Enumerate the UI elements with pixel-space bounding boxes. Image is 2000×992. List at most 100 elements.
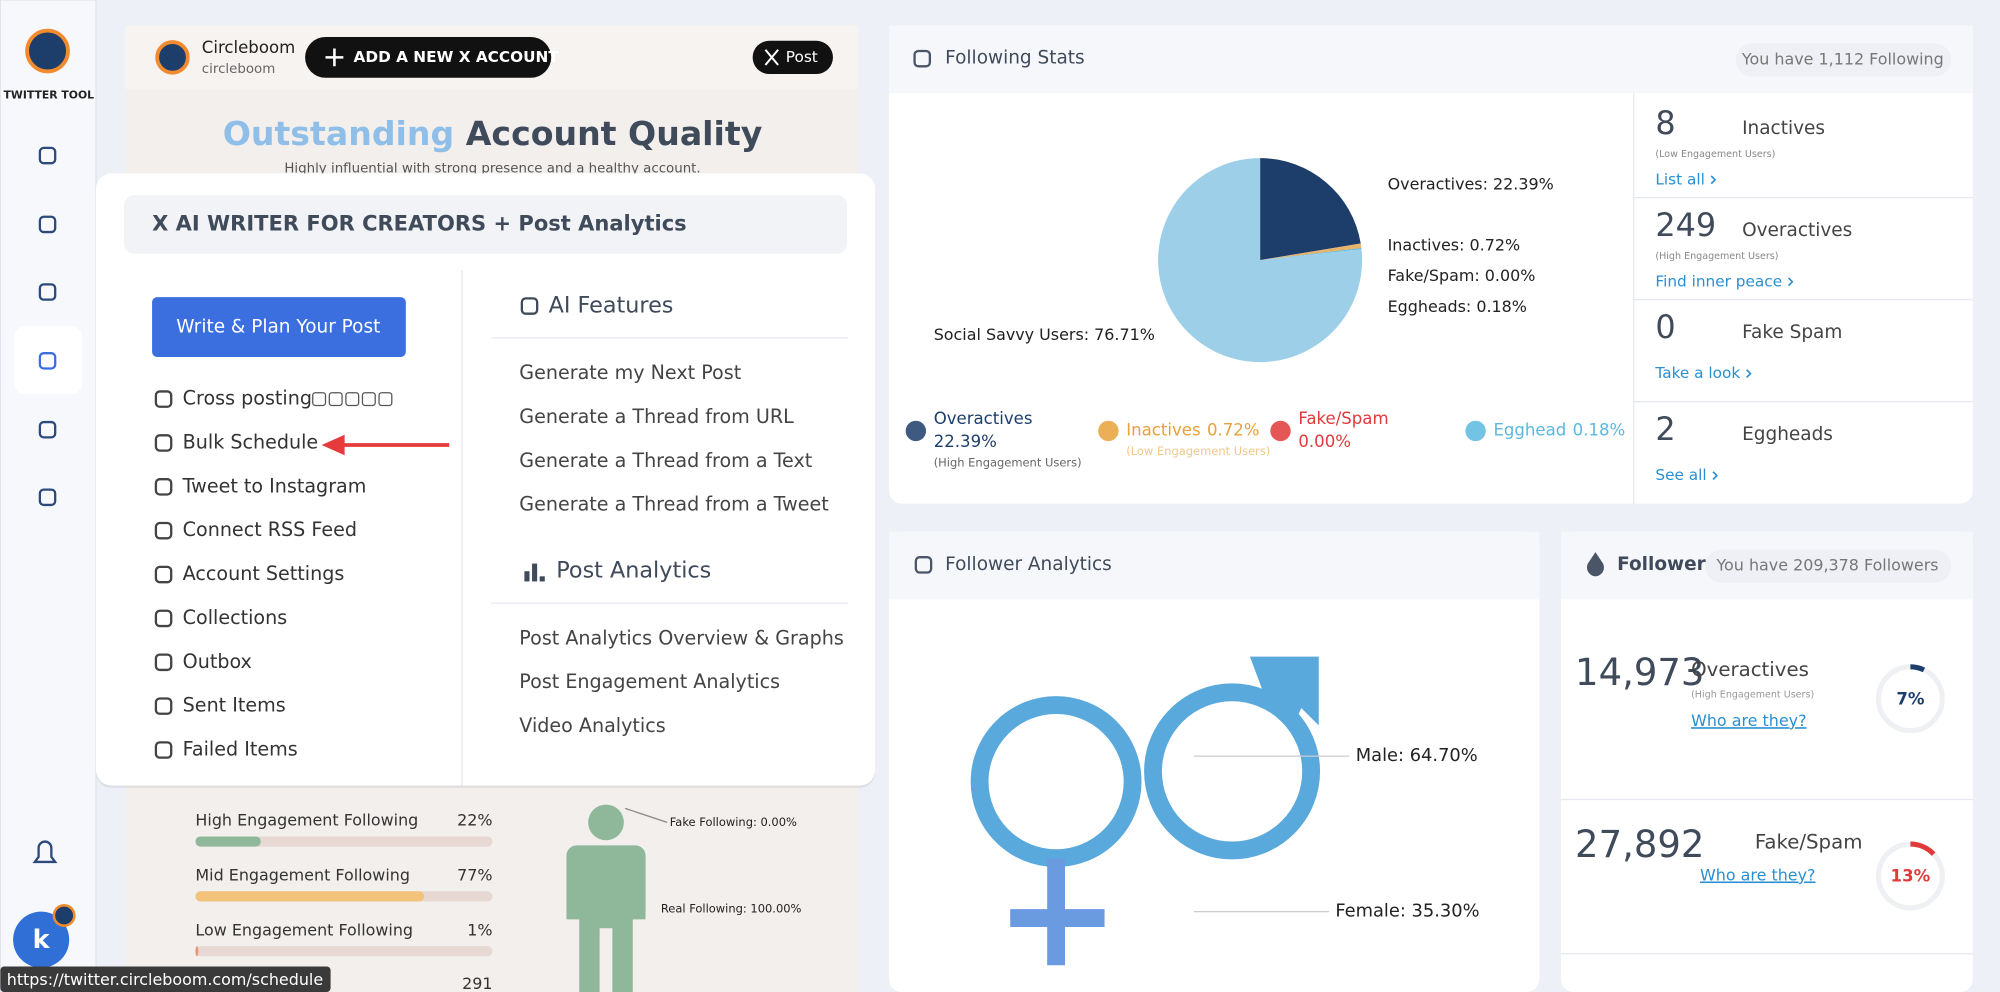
avatar[interactable]: [13, 911, 70, 968]
platform-icon: [378, 392, 393, 407]
legend-name: Inactives: [1126, 420, 1200, 439]
male-label: Male: 64.70%: [1356, 745, 1478, 766]
engagement-label: Mid Engagement Following: [195, 865, 410, 884]
engagement-value: 22%: [457, 811, 492, 830]
icon: [154, 741, 173, 759]
legend-icon: [1270, 420, 1291, 442]
pie-label: Eggheads: 0.18%: [1388, 297, 1527, 316]
engagement-value: 77%: [457, 865, 492, 884]
plus-icon: [325, 48, 344, 67]
male-ring: [1144, 683, 1321, 860]
quality-subtitle: Highly influential with strong presence …: [284, 161, 700, 176]
legend-name: Egghead: [1493, 420, 1566, 439]
leader: [624, 807, 668, 824]
panel-title: Following Stats: [945, 48, 1085, 69]
chevron: [1712, 471, 1719, 481]
card-count: 27,892: [1575, 823, 1704, 866]
menu-item[interactable]: Generate a Thread from a Tweet: [519, 493, 829, 516]
card-link[interactable]: Who are they?: [1691, 711, 1806, 730]
legend-icon: [905, 420, 927, 442]
icon: [154, 521, 173, 540]
card-name: Eggheads: [1742, 424, 1833, 445]
card-link[interactable]: See all: [1655, 466, 1706, 484]
icon: [38, 488, 57, 507]
pie-label: Social Savvy Users: 76.71%: [934, 325, 1155, 344]
card-count: 14,973: [1575, 651, 1704, 694]
profile-logo: [155, 40, 190, 75]
legend-value: 22.39%: [934, 432, 997, 451]
menu-item[interactable]: Tweet to Instagram: [182, 474, 367, 497]
menu-item[interactable]: Generate my Next Post: [519, 361, 741, 384]
chevron: [1787, 277, 1794, 287]
pie-label: Fake/Spam: 0.00%: [1388, 266, 1536, 285]
follower-stats-panel: [1561, 531, 1973, 992]
quality-title: Account Quality: [454, 114, 762, 153]
female-label: Female: 35.30%: [1335, 901, 1479, 922]
legend-note: (High Engagement Users): [934, 455, 1082, 469]
quality-highlight: Outstanding: [223, 114, 455, 153]
chevron: [1710, 175, 1717, 185]
icon: [154, 609, 173, 628]
engagement-label: High Engagement Following: [195, 811, 418, 830]
pie-slice: [1260, 158, 1361, 261]
fa-header: [889, 531, 1540, 600]
add-account-button: [305, 36, 552, 78]
menu-item[interactable]: Account Settings: [183, 562, 345, 585]
menu-item[interactable]: Video Analytics: [519, 714, 665, 737]
following-panel: [889, 25, 1973, 504]
engagement-value: 1%: [467, 920, 492, 939]
post-label[interactable]: Post: [786, 48, 818, 66]
x-icon: [764, 49, 779, 66]
icon: [914, 556, 933, 574]
card-name: Overactives: [1742, 220, 1852, 241]
pie-label: Overactives: 22.39%: [1388, 174, 1554, 193]
chart-icon: [539, 576, 545, 582]
card-count: 249: [1655, 206, 1716, 244]
menu-item[interactable]: Cross posting: [183, 387, 312, 410]
pie-slice: [1260, 248, 1362, 261]
engagement-bar: [195, 946, 199, 957]
card-link[interactable]: Who are they?: [1700, 865, 1815, 884]
menu-item[interactable]: Post Analytics Overview & Graphs: [519, 626, 844, 649]
icon: [154, 478, 173, 496]
menu-item[interactable]: Collections: [183, 606, 288, 629]
legend-value: 0.72%: [1207, 420, 1260, 439]
menu-item[interactable]: Connect RSS Feed: [183, 518, 357, 541]
legend-icon: [1465, 420, 1486, 442]
menu-item[interactable]: Generate a Thread from URL: [519, 405, 794, 428]
section-title: Post Analytics: [556, 558, 711, 584]
person-head: [588, 804, 624, 841]
menu-item[interactable]: Outbox: [183, 650, 252, 673]
pie-label: Inactives: 0.72%: [1388, 236, 1520, 255]
person-body: [566, 845, 646, 992]
avatar-badge: [52, 904, 76, 927]
active-nav: [14, 326, 82, 394]
write-button-label[interactable]: Write & Plan Your Post: [176, 317, 380, 338]
engagement-bar: [195, 891, 425, 902]
engagement-track: [195, 836, 493, 847]
platform-icon: [328, 392, 343, 407]
menu-header-text: X AI WRITER FOR CREATORS + Post Analytic…: [152, 210, 687, 235]
menu-item[interactable]: Failed Items: [183, 737, 298, 760]
card-name: Fake/Spam: [1755, 830, 1863, 853]
menu-item[interactable]: Generate a Thread from a Text: [519, 449, 812, 472]
sidebar: [0, 0, 97, 992]
profile-handle: circleboom: [202, 62, 275, 77]
male-head: [1249, 656, 1319, 726]
card-link[interactable]: Find inner peace: [1655, 272, 1782, 290]
ring-label: 7%: [1896, 690, 1925, 709]
icon: [38, 420, 57, 439]
card-link[interactable]: List all: [1655, 170, 1704, 188]
ring-label: 13%: [1891, 867, 1931, 886]
brand: TWITTER TOOL: [4, 89, 95, 102]
card-link[interactable]: Take a look: [1654, 364, 1740, 382]
icon: [154, 653, 173, 672]
chart-icon: [524, 571, 530, 582]
engagement-value: 291: [462, 974, 492, 992]
add-account-label[interactable]: ADD A NEW X ACCOUNT: [354, 48, 560, 66]
menu-item[interactable]: Post Engagement Analytics: [519, 670, 780, 693]
menu-item[interactable]: Bulk Schedule: [183, 430, 318, 453]
engagement-track: [195, 946, 493, 957]
menu-item[interactable]: Sent Items: [183, 694, 286, 717]
